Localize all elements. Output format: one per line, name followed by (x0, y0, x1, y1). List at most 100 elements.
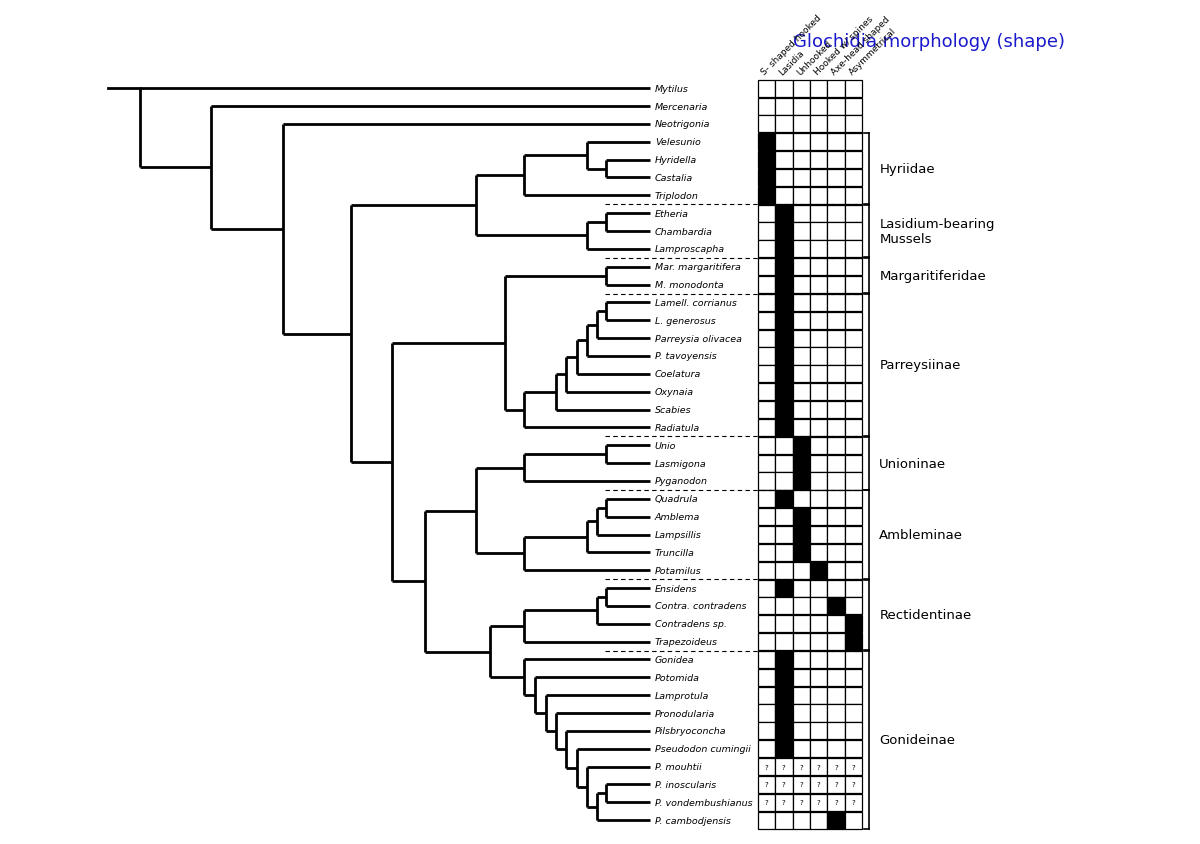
Bar (845, 633, 863, 651)
Bar (792, 134, 810, 151)
Bar (845, 794, 863, 811)
Bar (810, 473, 828, 490)
Bar (775, 384, 792, 401)
Text: Unioninae: Unioninae (880, 457, 947, 470)
Bar (792, 402, 810, 419)
Bar (828, 652, 845, 668)
Bar (775, 544, 792, 561)
Text: Ambleminae: Ambleminae (880, 528, 964, 541)
Bar (775, 705, 792, 722)
Bar (828, 170, 845, 187)
Bar (810, 758, 828, 775)
Text: Hyriidae: Hyriidae (880, 163, 935, 176)
Bar (775, 633, 792, 651)
Bar (845, 277, 863, 294)
Bar (828, 598, 845, 614)
Bar (775, 259, 792, 276)
Bar (757, 312, 775, 329)
Bar (845, 544, 863, 561)
Text: Gonideinae: Gonideinae (880, 733, 955, 746)
Text: Radiatula: Radiatula (655, 424, 700, 432)
Bar (845, 295, 863, 311)
Bar (792, 705, 810, 722)
Bar (775, 312, 792, 329)
Text: P. mouhtii: P. mouhtii (655, 762, 702, 771)
Bar (792, 437, 810, 454)
Bar (792, 527, 810, 544)
Bar (775, 116, 792, 133)
Text: ?: ? (817, 764, 821, 770)
Text: Lasmigona: Lasmigona (655, 459, 707, 468)
Bar (757, 615, 775, 632)
Bar (792, 277, 810, 294)
Bar (845, 402, 863, 419)
Text: ?: ? (799, 799, 803, 805)
Bar (845, 312, 863, 329)
Bar (775, 241, 792, 258)
Bar (828, 562, 845, 579)
Bar (792, 99, 810, 116)
Bar (810, 580, 828, 597)
Bar (757, 80, 775, 98)
Bar (845, 705, 863, 722)
Bar (792, 205, 810, 223)
Bar (775, 527, 792, 544)
Bar (845, 580, 863, 597)
Bar (845, 687, 863, 704)
Text: ?: ? (817, 782, 821, 787)
Text: Contradens sp.: Contradens sp. (655, 619, 727, 629)
Bar (828, 776, 845, 793)
Bar (810, 562, 828, 579)
Text: Pyganodon: Pyganodon (655, 477, 708, 486)
Bar (810, 615, 828, 632)
Bar (828, 705, 845, 722)
Bar (845, 508, 863, 526)
Bar (792, 722, 810, 739)
Bar (757, 544, 775, 561)
Bar (775, 152, 792, 169)
Bar (828, 758, 845, 775)
Text: Mytilus: Mytilus (655, 84, 689, 94)
Bar (810, 776, 828, 793)
Bar (775, 277, 792, 294)
Text: Unhooked: Unhooked (794, 39, 833, 78)
Bar (792, 544, 810, 561)
Bar (792, 455, 810, 472)
Bar (845, 152, 863, 169)
Bar (757, 722, 775, 739)
Bar (792, 615, 810, 632)
Text: Lasidia: Lasidia (778, 49, 806, 78)
Bar (845, 669, 863, 686)
Bar (775, 794, 792, 811)
Text: Trapezoideus: Trapezoideus (655, 637, 718, 647)
Bar (775, 134, 792, 151)
Bar (792, 312, 810, 329)
Bar (828, 455, 845, 472)
Bar (775, 758, 792, 775)
Bar (792, 598, 810, 614)
Text: Parreysia olivacea: Parreysia olivacea (655, 334, 742, 344)
Bar (792, 187, 810, 204)
Bar (828, 187, 845, 204)
Bar (775, 812, 792, 829)
Bar (828, 812, 845, 829)
Bar (845, 223, 863, 241)
Bar (845, 473, 863, 490)
Bar (775, 402, 792, 419)
Bar (845, 490, 863, 508)
Text: Contra. contradens: Contra. contradens (655, 602, 746, 611)
Bar (775, 473, 792, 490)
Bar (810, 205, 828, 223)
Text: Etheria: Etheria (655, 209, 689, 219)
Bar (757, 455, 775, 472)
Text: P. tavoyensis: P. tavoyensis (655, 352, 716, 361)
Text: Margaritiferidae: Margaritiferidae (880, 270, 986, 283)
Bar (792, 241, 810, 258)
Bar (828, 365, 845, 383)
Bar (757, 99, 775, 116)
Bar (810, 419, 828, 436)
Bar (792, 223, 810, 241)
Bar (828, 740, 845, 757)
Text: Velesunio: Velesunio (655, 138, 701, 147)
Text: Hyridella: Hyridella (655, 156, 697, 165)
